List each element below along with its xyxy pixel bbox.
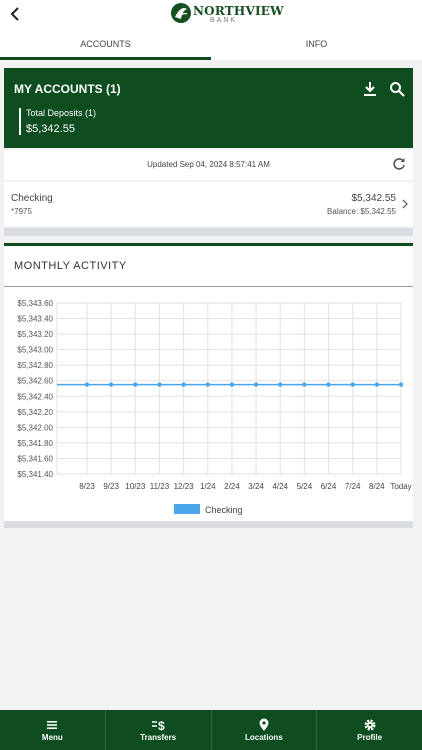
x-tick-label: 2/24: [224, 482, 240, 491]
y-tick-label: $5,343.20: [17, 330, 53, 339]
total-deposits-value: $5,342.55: [26, 123, 75, 135]
location-pin-icon: [259, 718, 269, 731]
nav-menu-label: Menu: [41, 733, 63, 742]
tab-bar: ACCOUNTS INFO: [0, 30, 422, 60]
y-tick-label: $5,343.00: [17, 346, 53, 355]
x-tick-label: 7/24: [345, 482, 361, 491]
data-point: [84, 382, 90, 387]
transfer-dollar-icon: $: [152, 719, 165, 732]
search-icon[interactable]: [389, 81, 405, 97]
account-balance: Balance: $5,342.55: [327, 207, 396, 216]
logo-name: NORTHVIEW: [193, 4, 284, 18]
data-point: [157, 382, 162, 387]
y-tick-label: $5,343.40: [17, 315, 53, 324]
data-point: [350, 382, 355, 387]
nav-transfers-label: Transfers: [140, 733, 177, 742]
x-tick-label: 12/23: [174, 482, 195, 491]
activity-divider: [4, 286, 413, 287]
account-amount: $5,342.55: [351, 193, 397, 204]
refresh-icon[interactable]: [392, 157, 406, 171]
y-tick-label: $5,341.80: [17, 439, 53, 448]
y-tick-label: $5,341.60: [17, 454, 53, 463]
updated-timestamp: Sep 04, 2024 8:57:41 AM: [179, 160, 270, 169]
y-tick-label: $5,341.40: [17, 470, 53, 479]
data-point: [326, 382, 331, 387]
x-tick-label: 10/23: [125, 482, 146, 491]
data-point: [398, 382, 404, 387]
legend-label: Checking: [205, 505, 243, 515]
accounts-summary-card: MY ACCOUNTS (1) Total Deposits (1) $5,34…: [4, 68, 413, 148]
data-point: [302, 382, 307, 387]
download-icon[interactable]: [362, 81, 378, 97]
x-tick-label: 11/23: [150, 482, 170, 491]
monthly-activity-card: MONTHLY ACTIVITY $5,343.60 $5,343.40 $5,34…: [4, 243, 413, 521]
menu-icon: [47, 721, 58, 729]
y-tick-label: $5,342.80: [17, 361, 53, 370]
deposit-accent-bar: [19, 108, 21, 135]
y-tick-label: $5,342.20: [17, 408, 53, 417]
x-tick-label: 3/24: [248, 482, 264, 491]
nav-menu[interactable]: Menu: [0, 710, 106, 750]
data-point: [133, 382, 138, 387]
legend-swatch: [174, 504, 200, 514]
svg-text:$: $: [158, 719, 165, 732]
top-bar: NORTHVIEW BANK: [0, 0, 422, 30]
updated-prefix: Updated: [147, 160, 180, 169]
account-name: Checking: [11, 193, 53, 204]
data-point: [181, 382, 186, 387]
back-arrow-icon[interactable]: [6, 4, 26, 24]
accounts-title: MY ACCOUNTS (1): [14, 82, 121, 96]
y-tick-label: $5,342.40: [17, 392, 53, 401]
logo-sub: BANK: [210, 17, 238, 24]
bottom-nav: Menu $ Transfers Locations Profile: [0, 710, 422, 750]
x-tick-label: 8/24: [369, 482, 385, 491]
x-tick-label: 1/24: [200, 482, 216, 491]
y-tick-label: $5,342.00: [17, 423, 53, 432]
bank-logo: NORTHVIEW BANK: [170, 2, 284, 28]
tab-accounts-label: ACCOUNTS: [80, 39, 131, 49]
data-point: [108, 382, 114, 387]
tab-info[interactable]: INFO: [211, 30, 422, 60]
account-row-checking[interactable]: Checking *7975 $5,342.55 Balance: $5,342…: [4, 182, 413, 226]
divider-band-2: [4, 521, 413, 528]
nav-transfers[interactable]: $ Transfers: [106, 710, 212, 750]
account-number: *7975: [11, 207, 32, 216]
nav-locations-label: Locations: [244, 733, 283, 742]
nav-locations[interactable]: Locations: [212, 710, 318, 750]
gear-icon: [364, 719, 376, 731]
x-tick-label: 5/24: [297, 482, 313, 491]
data-point: [229, 382, 235, 387]
data-point: [374, 382, 380, 387]
y-tick-label: $5,342.60: [17, 377, 53, 386]
x-tick-label: 9/23: [103, 482, 119, 491]
nav-profile[interactable]: Profile: [317, 710, 422, 750]
activity-chart: $5,343.60 $5,343.40 $5,343.20 $5,343.00 $5,3…: [17, 299, 411, 515]
total-deposits-label: Total Deposits (1): [26, 108, 97, 118]
chevron-right-icon: [402, 199, 408, 209]
x-tick-label: 6/24: [321, 482, 337, 491]
logo-mark-icon: [171, 3, 191, 23]
x-tick-label: 4/24: [272, 482, 288, 491]
x-tick-label: 8/23: [79, 482, 95, 491]
tab-info-label: INFO: [305, 39, 328, 49]
divider-band: [4, 228, 413, 236]
data-point: [253, 382, 259, 387]
nav-profile-label: Profile: [357, 733, 383, 742]
data-point: [278, 382, 283, 387]
x-tick-label: Today: [390, 482, 411, 491]
updated-text: Updated Sep 04, 2024 8:57:41 AM: [4, 160, 413, 169]
data-point: [205, 382, 210, 387]
tab-accounts[interactable]: ACCOUNTS: [0, 30, 211, 60]
y-tick-label: $5,343.60: [17, 299, 53, 308]
updated-row: Updated Sep 04, 2024 8:57:41 AM: [4, 150, 413, 180]
activity-title: MONTHLY ACTIVITY: [14, 260, 127, 272]
